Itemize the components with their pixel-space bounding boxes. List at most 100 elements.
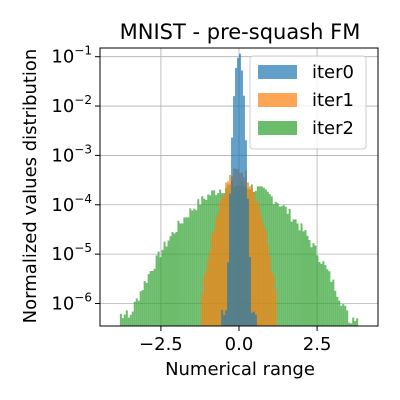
histogram-bar-iter2 bbox=[155, 255, 158, 326]
histogram-bar-iter2 bbox=[167, 240, 170, 326]
histogram-bar-iter2 bbox=[304, 230, 307, 326]
histogram-bar-iter2 bbox=[165, 246, 168, 326]
histogram-bar-iter2 bbox=[300, 223, 303, 326]
histogram-bar-iter0 bbox=[239, 53, 241, 326]
histogram-bar-iter2 bbox=[298, 230, 301, 326]
histogram-bar-iter2 bbox=[131, 311, 134, 326]
histogram-bar-iter2 bbox=[346, 310, 349, 326]
histogram-bar-iter1 bbox=[207, 259, 210, 326]
histogram-bar-iter2 bbox=[354, 320, 357, 326]
histogram-bar-iter2 bbox=[326, 269, 329, 326]
histogram-bar-iter0 bbox=[225, 310, 228, 326]
histogram-bar-iter1 bbox=[205, 270, 208, 326]
histogram-bar-iter1 bbox=[258, 209, 261, 326]
histogram-bar-iter2 bbox=[350, 323, 353, 326]
histogram-bar-iter2 bbox=[330, 281, 333, 326]
histogram-bar-iter1 bbox=[203, 275, 206, 326]
histogram-bar-iter2 bbox=[280, 206, 283, 326]
histogram-bar-iter2 bbox=[203, 198, 206, 326]
y-axis-label: Normalized values distribution bbox=[20, 49, 41, 324]
histogram-bar-iter2 bbox=[195, 210, 198, 326]
histogram-bar-iter1 bbox=[223, 196, 226, 326]
histogram-bar-iter2 bbox=[175, 231, 178, 326]
histogram-bar-iter2 bbox=[201, 196, 204, 326]
histogram-bar-iter2 bbox=[119, 313, 122, 326]
histogram-bar-iter1 bbox=[262, 225, 265, 326]
legend-label-iter2: iter2 bbox=[312, 118, 354, 139]
histogram-bar-iter2 bbox=[342, 304, 345, 326]
legend-swatch-iter2 bbox=[258, 121, 297, 135]
histogram-bar-iter1 bbox=[209, 250, 212, 326]
histogram-bar-iter2 bbox=[284, 206, 287, 326]
histogram-bar-iter0 bbox=[227, 262, 230, 326]
histogram-bar-iter2 bbox=[181, 223, 184, 326]
y-tick-label: 10−6 bbox=[51, 290, 92, 314]
histogram-bar-iter0 bbox=[233, 96, 236, 327]
histogram-bar-iter2 bbox=[133, 301, 136, 326]
histogram-bar-iter2 bbox=[149, 271, 152, 326]
histogram-bar-iter2 bbox=[205, 199, 208, 326]
histogram-bar-iter0 bbox=[223, 315, 226, 326]
histogram-bar-iter2 bbox=[197, 199, 200, 326]
histogram-bar-iter2 bbox=[191, 210, 194, 326]
histogram-bar-iter0 bbox=[237, 57, 239, 327]
histogram-bar-iter2 bbox=[292, 219, 295, 326]
histogram-bar-iter2 bbox=[306, 235, 309, 326]
histogram-bar-iter2 bbox=[274, 201, 277, 326]
histogram-bar-iter2 bbox=[328, 271, 331, 326]
histogram-bar-iter1 bbox=[252, 192, 255, 326]
histogram-bar-iter2 bbox=[294, 219, 297, 326]
histogram-bar-iter2 bbox=[145, 282, 148, 326]
histogram-bar-iter2 bbox=[183, 217, 186, 326]
histogram-bar-iter1 bbox=[270, 271, 273, 326]
histogram-bar-iter1 bbox=[272, 274, 275, 326]
histogram-bar-iter0 bbox=[231, 137, 234, 326]
histogram-bar-iter2 bbox=[187, 217, 190, 326]
histogram-bar-iter2 bbox=[141, 290, 144, 326]
x-tick-label: −2.5 bbox=[139, 334, 183, 355]
histogram-bar-iter2 bbox=[121, 318, 124, 326]
histogram-bar-iter1 bbox=[217, 213, 220, 326]
histogram-bar-iter2 bbox=[302, 231, 305, 326]
histogram-bar-iter2 bbox=[288, 208, 291, 326]
histogram-bar-iter0 bbox=[235, 67, 238, 326]
histogram-bar-iter1 bbox=[215, 218, 218, 326]
chart-title: MNIST - pre-squash FM bbox=[120, 20, 361, 44]
plot-area: −2.5 0.0 2.5 10−6 10−5 10−4 10−3 10−2 10−1 iter0 i… bbox=[51, 44, 379, 355]
histogram-bar-iter2 bbox=[324, 265, 327, 326]
x-tick-label: 2.5 bbox=[303, 334, 332, 355]
x-axis-label: Numerical range bbox=[165, 359, 315, 380]
histogram-bar-iter0 bbox=[252, 311, 255, 326]
histogram-bar-iter0 bbox=[248, 256, 251, 326]
histogram-bar-iter2 bbox=[177, 220, 180, 326]
histogram-bar-iter2 bbox=[161, 249, 164, 326]
histogram-bar-iter2 bbox=[157, 251, 160, 326]
histogram-bar-iter2 bbox=[352, 317, 355, 326]
histogram-bar-iter2 bbox=[348, 322, 351, 326]
y-tick-label: 10−3 bbox=[51, 142, 92, 166]
histogram-bar-iter2 bbox=[143, 281, 146, 326]
histogram-bar-iter2 bbox=[290, 221, 293, 326]
histogram-bar-iter2 bbox=[356, 318, 359, 326]
histogram-bar-iter1 bbox=[248, 186, 251, 326]
histogram-bar-iter2 bbox=[278, 206, 281, 326]
histogram-bar-iter1 bbox=[213, 230, 216, 326]
histogram-bar-iter2 bbox=[286, 213, 289, 326]
histogram-bar-iter2 bbox=[270, 196, 273, 326]
histogram-bar-iter0 bbox=[244, 140, 247, 326]
histogram-bar-iter2 bbox=[310, 247, 313, 326]
legend-label-iter1: iter1 bbox=[312, 90, 354, 111]
histogram-bar-iter0 bbox=[246, 198, 249, 326]
histogram-bar-iter2 bbox=[147, 274, 150, 326]
histogram-bar-iter2 bbox=[314, 245, 317, 326]
histogram-bar-iter2 bbox=[272, 204, 275, 326]
histogram-bar-iter0 bbox=[221, 310, 224, 326]
histogram-bar-iter2 bbox=[312, 243, 315, 326]
histogram-bar-iter2 bbox=[169, 236, 172, 326]
histogram-bar-iter2 bbox=[338, 300, 341, 326]
histogram-bar-iter2 bbox=[171, 231, 174, 326]
histogram-bar-iter2 bbox=[127, 317, 130, 326]
histogram-bar-iter1 bbox=[211, 233, 214, 326]
histogram-bar-iter1 bbox=[227, 181, 230, 326]
histogram-bar-iter1 bbox=[274, 289, 277, 326]
